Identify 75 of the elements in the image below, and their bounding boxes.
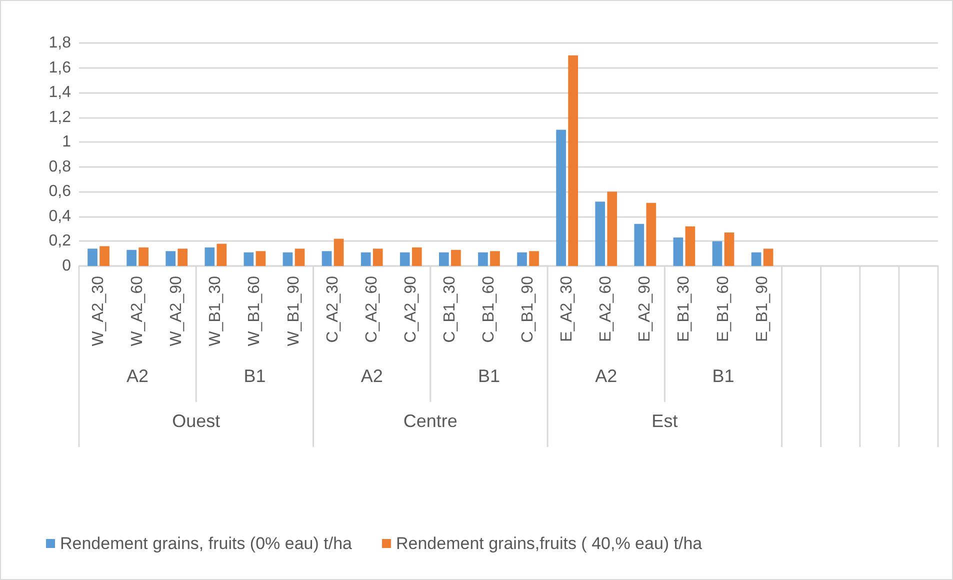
- text: Centre: [403, 411, 458, 431]
- y-tick-label: 0,8: [48, 158, 72, 176]
- bar: [490, 251, 500, 266]
- bar: [568, 55, 578, 266]
- bar: [634, 224, 644, 266]
- y-tick-label: 0,2: [48, 232, 72, 250]
- text: B1: [478, 366, 500, 386]
- bar: [294, 248, 305, 266]
- y-tick-label: 1,6: [48, 59, 72, 76]
- bar: [372, 248, 383, 266]
- bar: [138, 247, 148, 266]
- bar: [322, 251, 332, 266]
- bar: [126, 250, 136, 266]
- bar: [400, 252, 410, 266]
- y-tick-label: 0,4: [48, 208, 72, 225]
- text: B1: [712, 366, 734, 386]
- bar: [685, 226, 696, 266]
- x-tick-label: E_A2_30: [558, 276, 576, 342]
- text: A2: [360, 366, 383, 386]
- bar: [646, 202, 656, 266]
- x-tick-label: E_B1_30: [676, 276, 693, 342]
- bar: [517, 252, 527, 266]
- text: B1: [244, 366, 266, 386]
- y-tick-label: 0,6: [48, 183, 72, 200]
- bar: [204, 247, 215, 266]
- bar: [178, 248, 188, 266]
- bar: [478, 252, 488, 266]
- text: A2: [595, 366, 618, 386]
- legend-label: Rendement grains,fruits ( 40,% eau) t/ha: [396, 534, 703, 553]
- bar: [282, 252, 293, 266]
- text: Ouest: [172, 411, 220, 431]
- bar: [529, 251, 539, 266]
- x-tick-label: W_A2_60: [129, 276, 146, 346]
- y-tick-label: 1: [62, 134, 72, 151]
- x-tick-label: E_B1_60: [714, 276, 732, 342]
- y-tick-label: 1,4: [48, 84, 72, 102]
- y-tick-label: 1,8: [48, 34, 72, 52]
- x-tick-label: C_A2_60: [363, 276, 380, 343]
- bar: [724, 232, 734, 266]
- bar: [607, 192, 618, 266]
- bar: [244, 252, 254, 266]
- x-tick-label: E_B1_90: [754, 276, 771, 342]
- bar: [166, 251, 176, 266]
- bar: [451, 250, 461, 266]
- x-tick-label: E_A2_60: [598, 276, 615, 342]
- x-tick-label: W_A2_90: [168, 276, 186, 346]
- bar: [100, 246, 110, 266]
- bar: [763, 248, 774, 266]
- y-tick-label: 1,2: [48, 108, 72, 126]
- legend-label: Rendement grains, fruits (0% eau) t/ha: [60, 534, 353, 553]
- x-tick-label: C_B1_30: [441, 276, 458, 343]
- bar: [412, 247, 422, 266]
- y-tick-label: 0: [62, 258, 72, 274]
- bar: [712, 241, 722, 266]
- bar: [216, 244, 227, 266]
- x-tick-label: W_B1_60: [246, 276, 264, 346]
- x-tick-label: W_B1_90: [285, 276, 302, 346]
- text: A2: [126, 366, 149, 386]
- bar: [439, 252, 449, 266]
- x-tick-label: C_B1_60: [480, 276, 498, 343]
- x-tick-label: W_B1_30: [207, 276, 224, 346]
- x-tick-label: C_A2_30: [324, 276, 342, 343]
- bar: [673, 238, 684, 266]
- bar: [334, 238, 344, 266]
- bar: [88, 248, 98, 266]
- x-tick-label: W_A2_30: [90, 276, 108, 346]
- bar: [751, 252, 762, 266]
- x-tick-label: C_A2_90: [402, 276, 420, 343]
- x-tick-label: E_A2_90: [636, 276, 654, 342]
- bar: [360, 252, 371, 266]
- x-tick-label: C_B1_90: [520, 276, 537, 343]
- text: Est: [652, 411, 678, 431]
- bar: [595, 202, 606, 266]
- bar: [556, 130, 566, 266]
- bar: [256, 251, 266, 266]
